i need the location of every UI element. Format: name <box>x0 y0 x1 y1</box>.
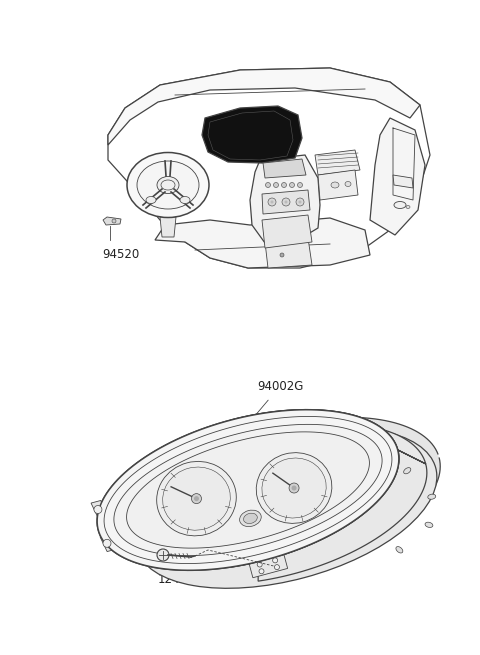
Ellipse shape <box>240 510 261 527</box>
Ellipse shape <box>357 448 363 455</box>
Circle shape <box>280 253 284 257</box>
Polygon shape <box>127 432 370 548</box>
Polygon shape <box>114 424 382 555</box>
Circle shape <box>289 183 295 187</box>
Ellipse shape <box>157 176 179 193</box>
Ellipse shape <box>396 546 403 553</box>
Polygon shape <box>250 155 320 243</box>
Polygon shape <box>108 68 430 268</box>
Polygon shape <box>160 217 176 237</box>
Polygon shape <box>97 410 399 571</box>
Circle shape <box>112 219 116 223</box>
Polygon shape <box>318 170 358 200</box>
Text: 94002G: 94002G <box>257 380 303 393</box>
Polygon shape <box>208 111 293 160</box>
Polygon shape <box>370 118 425 235</box>
Polygon shape <box>393 175 413 188</box>
Polygon shape <box>278 417 440 574</box>
Polygon shape <box>97 410 399 571</box>
Circle shape <box>157 549 169 561</box>
Polygon shape <box>104 417 392 563</box>
Circle shape <box>275 565 279 570</box>
Text: 94520: 94520 <box>102 248 139 261</box>
Polygon shape <box>262 190 310 214</box>
Ellipse shape <box>243 513 257 523</box>
Polygon shape <box>127 432 370 548</box>
Polygon shape <box>91 500 108 517</box>
Polygon shape <box>262 215 312 248</box>
Circle shape <box>298 183 302 187</box>
Circle shape <box>94 506 102 514</box>
Ellipse shape <box>127 153 209 217</box>
Circle shape <box>103 539 111 548</box>
Circle shape <box>257 562 262 567</box>
Polygon shape <box>114 424 382 555</box>
Polygon shape <box>100 534 117 552</box>
Ellipse shape <box>156 461 236 536</box>
Ellipse shape <box>394 202 406 208</box>
Ellipse shape <box>180 196 190 204</box>
Ellipse shape <box>345 181 351 187</box>
Circle shape <box>192 494 202 504</box>
Circle shape <box>299 200 301 204</box>
Polygon shape <box>265 238 312 268</box>
Circle shape <box>289 483 299 493</box>
Polygon shape <box>263 159 306 178</box>
Circle shape <box>274 183 278 187</box>
Circle shape <box>291 485 297 491</box>
Polygon shape <box>249 555 288 578</box>
Ellipse shape <box>404 468 411 474</box>
Circle shape <box>271 200 274 204</box>
Ellipse shape <box>331 182 339 188</box>
Polygon shape <box>104 417 392 563</box>
Ellipse shape <box>406 206 410 208</box>
Circle shape <box>282 198 290 206</box>
Ellipse shape <box>425 522 433 527</box>
Circle shape <box>259 569 264 574</box>
Polygon shape <box>108 68 420 145</box>
Ellipse shape <box>137 161 199 209</box>
Polygon shape <box>103 217 121 225</box>
Circle shape <box>296 198 304 206</box>
Ellipse shape <box>135 428 437 588</box>
Ellipse shape <box>428 494 436 499</box>
Circle shape <box>265 183 271 187</box>
Circle shape <box>268 198 276 206</box>
Ellipse shape <box>146 196 156 204</box>
Polygon shape <box>230 410 427 581</box>
Circle shape <box>281 183 287 187</box>
Polygon shape <box>155 218 370 268</box>
Polygon shape <box>315 150 360 175</box>
Polygon shape <box>202 106 302 163</box>
Ellipse shape <box>256 453 332 523</box>
Ellipse shape <box>161 180 175 190</box>
Circle shape <box>194 496 199 501</box>
Text: 1249GE: 1249GE <box>158 573 204 586</box>
Ellipse shape <box>262 458 326 518</box>
Circle shape <box>285 200 288 204</box>
Ellipse shape <box>163 467 230 530</box>
Circle shape <box>273 558 277 563</box>
